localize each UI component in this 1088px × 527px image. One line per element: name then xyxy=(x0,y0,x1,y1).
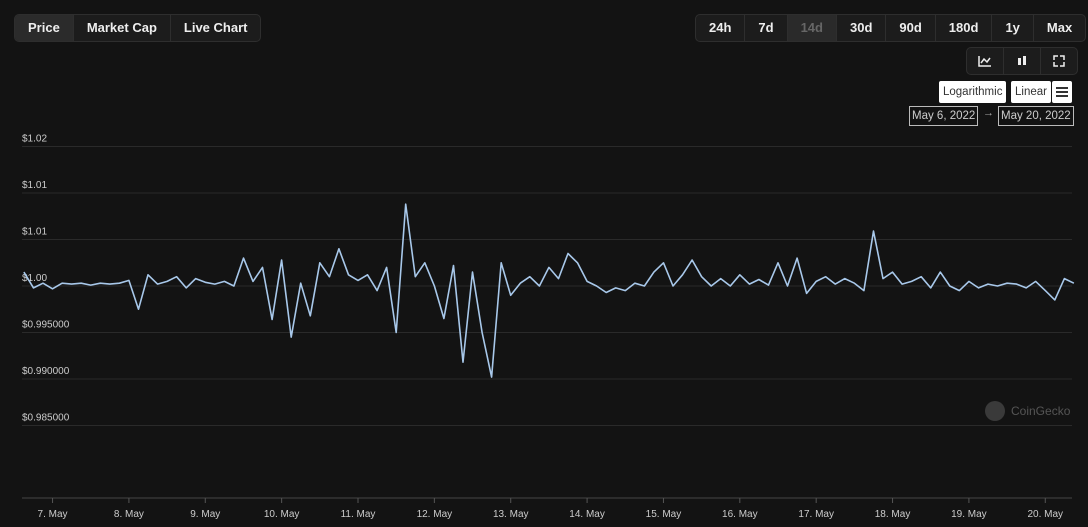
range[interactable]: 14d xyxy=(787,15,837,41)
scale-button[interactable]: Linear xyxy=(1011,81,1051,103)
y-tick-label: $0.995000 xyxy=(22,319,70,330)
y-tick-label: $0.985000 xyxy=(22,412,70,423)
logo xyxy=(985,401,1005,421)
x-tick-label: 15. May xyxy=(646,509,682,520)
x-tick-label: 9. May xyxy=(190,509,220,520)
x-tick-label: 16. May xyxy=(722,509,758,520)
icon xyxy=(978,56,991,67)
x-tick-label: 8. May xyxy=(114,509,144,520)
range[interactable]: 7d xyxy=(745,15,788,41)
tab[interactable]: Live Chart xyxy=(183,20,248,35)
x-tick-label: 7. May xyxy=(38,509,68,520)
icon xyxy=(1056,87,1068,97)
y-tick-label: $1.01 xyxy=(22,227,47,238)
scale-button[interactable]: Logarithmic xyxy=(939,81,1007,103)
icon xyxy=(1053,55,1065,67)
x-tick-label: 11. May xyxy=(341,509,376,520)
x-tick-label: 19. May xyxy=(951,509,987,520)
x-tick-label: 12. May xyxy=(417,509,453,520)
chart-type xyxy=(966,47,1078,75)
range[interactable]: 24h xyxy=(696,15,746,41)
range[interactable]: Max xyxy=(1046,20,1073,35)
x-tick-label: 17. May xyxy=(798,509,834,520)
line-icon[interactable] xyxy=(967,48,1004,74)
date-to[interactable]: May 20, 2022 xyxy=(998,106,1074,126)
price-line xyxy=(23,203,1075,378)
x-tick-label: 18. May xyxy=(875,509,911,520)
range-tabs: 24h 7d 14d 30d 90d 180d 1y Max xyxy=(695,14,1087,42)
y-tick-label: $1.00 xyxy=(22,273,47,284)
range[interactable]: 180d xyxy=(936,15,993,41)
x-tick-label: 14. May xyxy=(569,509,605,520)
tab[interactable]: Market Cap xyxy=(74,15,171,41)
y-tick-label: $1.01 xyxy=(22,180,47,191)
view-tabs: Price Market Cap Live Chart xyxy=(14,14,262,42)
y-tick-label: $0.990000 xyxy=(22,366,70,377)
fullscreen-icon[interactable] xyxy=(1041,48,1077,74)
x-tick-label: 20. May xyxy=(1027,509,1063,520)
range[interactable]: 30d xyxy=(837,15,887,41)
candle-icon[interactable] xyxy=(1004,48,1041,74)
y-tick-label: $1.02 xyxy=(22,134,47,145)
watermark: CoinGecko xyxy=(1011,404,1071,418)
x-tick-label: 10. May xyxy=(264,509,300,520)
range[interactable]: 90d xyxy=(886,15,936,41)
menu-button[interactable] xyxy=(1052,81,1072,103)
icon xyxy=(1018,56,1026,65)
x-tick-label: 13. May xyxy=(493,509,529,520)
range[interactable]: 1y xyxy=(992,15,1034,41)
tab[interactable]: Price xyxy=(15,15,74,41)
date-from[interactable]: May 6, 2022 xyxy=(909,106,979,126)
arrow: → xyxy=(983,107,994,119)
